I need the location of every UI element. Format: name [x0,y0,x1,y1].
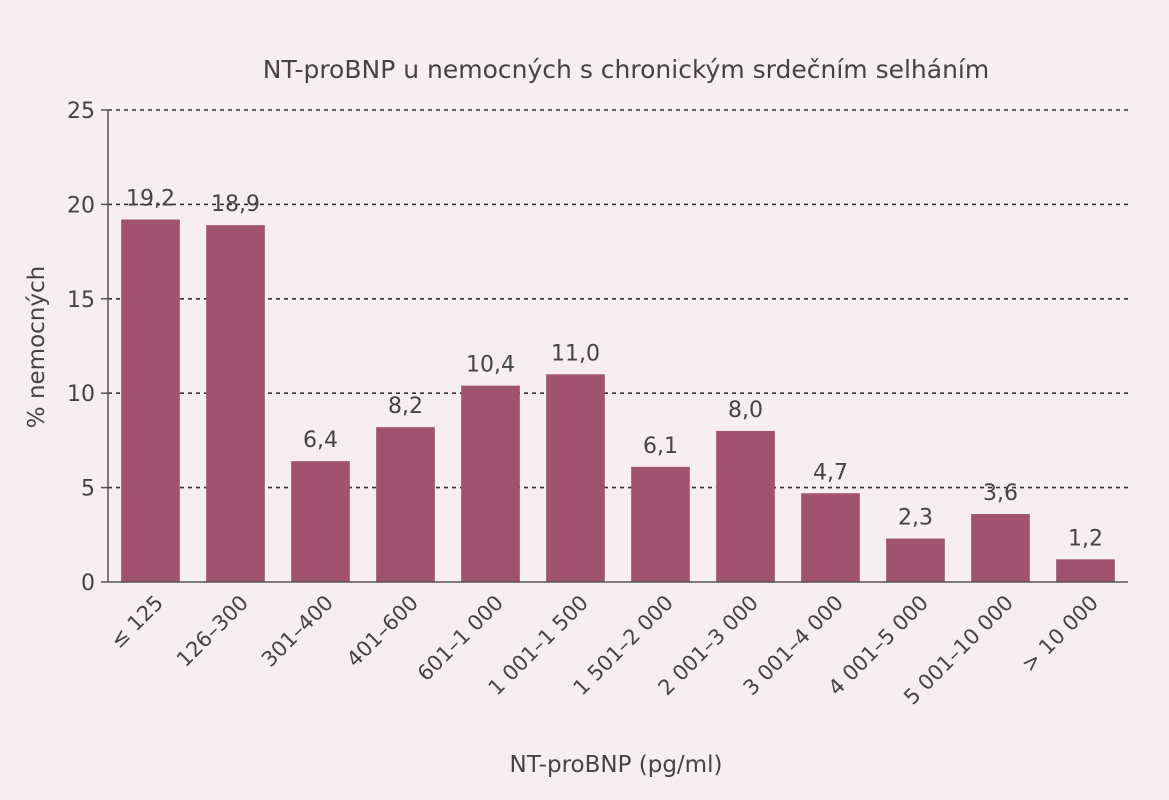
y-tick-label: 5 [81,477,95,502]
bar-value-label: 8,0 [728,398,763,423]
y-axis-ticks: 0 5 10 15 20 25 [67,99,108,596]
bar [291,461,350,582]
bar-value-label: 2,3 [898,506,933,531]
bar [546,374,605,582]
chart-title: NT-proBNP u nemocných s chronickým srdeč… [263,55,989,84]
bar-value-label: 1,2 [1068,526,1103,551]
y-axis-label: % nemocných [24,266,50,428]
x-axis-label: NT-proBNP (pg/ml) [510,752,723,778]
bar-value-label: 19,2 [126,187,175,212]
bars [121,219,1115,582]
bar [716,430,775,582]
bar-value-label: 4,7 [813,460,848,485]
bar [461,385,520,582]
y-tick-label: 20 [67,193,95,218]
bar-value-label: 18,9 [211,192,260,217]
bar-value-label: 8,2 [388,394,423,419]
x-category-label: 126–300 [172,591,253,672]
bar-value-label: 6,4 [303,428,338,453]
value-labels: 19,2 18,9 6,4 8,2 10,4 11,0 6,1 8,0 4,7 2,3 3,6 1,2 [126,187,1103,552]
bar-value-label: 10,4 [466,353,515,378]
y-tick-label: 25 [67,99,95,124]
x-category-label: ≤ 125 [106,591,168,653]
bar-value-label: 11,0 [551,341,600,366]
bar [971,514,1030,582]
bar [801,493,860,582]
bar [121,219,180,582]
x-category-label: > 10 000 [1017,591,1103,677]
bar-value-label: 3,6 [983,481,1018,506]
x-category-label: 401–600 [342,591,423,672]
bar-value-label: 6,1 [643,434,678,459]
y-tick-label: 10 [67,382,95,407]
y-tick-label: 0 [81,571,95,596]
y-tick-label: 15 [67,288,95,313]
bar [376,427,435,582]
bar [886,538,945,582]
bar [206,225,265,582]
bar [1056,559,1115,582]
bar [631,466,690,582]
gridlines [108,109,1128,489]
x-category-label: 301–400 [257,591,338,672]
